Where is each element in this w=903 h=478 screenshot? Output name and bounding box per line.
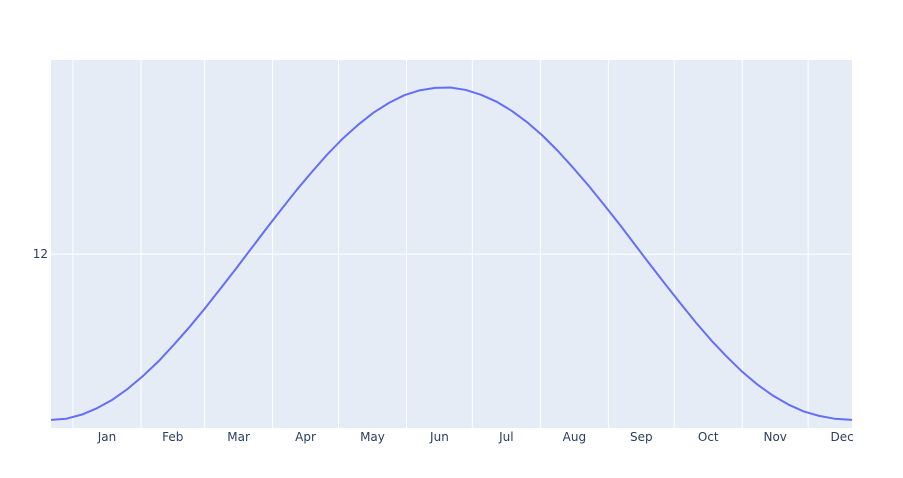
x-tick-label-oct: Oct	[698, 430, 719, 444]
series-line	[50, 86, 853, 421]
y-tick-label: 12	[33, 247, 48, 261]
x-tick-label-dec: Dec	[831, 430, 854, 444]
x-tick-label-may: May	[360, 430, 385, 444]
x-tick-label-jun: Jun	[429, 430, 449, 444]
x-tick-label-apr: Apr	[295, 430, 316, 444]
x-tick-label-aug: Aug	[563, 430, 586, 444]
plot-background	[51, 60, 852, 428]
series-layer	[50, 86, 853, 421]
x-tick-label-jan: Jan	[97, 430, 117, 444]
x-tick-label-jul: Jul	[498, 430, 513, 444]
grid-lines	[51, 60, 852, 428]
x-tick-label-sep: Sep	[630, 430, 653, 444]
x-tick-label-nov: Nov	[763, 430, 786, 444]
x-axis-ticks: Jan Feb Mar Apr May Jun Jul Aug Sep Oct Nov Dec	[97, 430, 854, 444]
y-axis-ticks: 12	[33, 247, 48, 261]
x-tick-label-mar: Mar	[227, 430, 250, 444]
x-tick-label-feb: Feb	[162, 430, 183, 444]
